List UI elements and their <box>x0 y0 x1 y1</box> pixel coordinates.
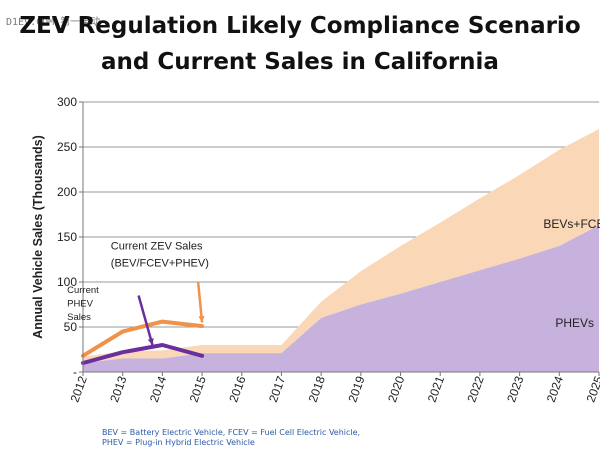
y-tick-label: 300 <box>57 95 77 109</box>
x-tick-label: 2021 <box>425 374 447 404</box>
current-phev-sales-arrow <box>137 295 154 346</box>
current-phev-sales-label-2: PHEV <box>67 298 94 309</box>
phev-area <box>83 225 599 372</box>
x-tick-label: 2025 <box>584 374 600 404</box>
lines <box>81 281 205 365</box>
y-tick-label: 200 <box>57 185 77 199</box>
current-zev-sales-label-2: (BEV/FCEV+PHEV) <box>111 258 209 270</box>
x-tick-label: 2015 <box>187 374 209 404</box>
y-tick-label: 50 <box>64 320 78 334</box>
chart-title-line-2: and Current Sales in California <box>101 49 499 75</box>
footnote-line-1: BEV = Battery Electric Vehicle, FCEV = F… <box>102 428 361 437</box>
y-tick-label: 100 <box>57 275 77 289</box>
x-tick-label: 2020 <box>385 374 407 404</box>
x-tick-label: 2022 <box>464 374 486 404</box>
bev-fcev-area-label: BEVs+FCEVs <box>543 217 600 231</box>
areas <box>83 129 599 372</box>
current-zev-sales-line <box>81 319 205 358</box>
x-tick-label: 2014 <box>147 374 169 404</box>
x-tick-label: 2019 <box>345 374 367 404</box>
x-tick-label: 2024 <box>544 374 566 404</box>
x-tick-label: 2013 <box>107 374 129 404</box>
phev-area-label: PHEVs <box>555 316 594 330</box>
footnote: BEV = Battery Electric Vehicle, FCEV = F… <box>102 428 360 448</box>
labels: - 50 100 150 200 250 300 2012 2013 2014 2015 2016 20… <box>31 95 600 404</box>
x-tick-label: 2017 <box>266 374 288 404</box>
y-tick-label: 150 <box>57 230 77 244</box>
current-phev-sales-label-3: Sales <box>67 312 91 323</box>
y-tick-label: 250 <box>57 140 77 154</box>
current-zev-sales-arrow <box>196 281 204 323</box>
axes <box>79 101 600 376</box>
x-tick-label: 2023 <box>504 374 526 404</box>
y-axis-title: Annual Vehicle Sales (Thousands) <box>31 135 45 339</box>
watermark: D1EV.COM 第一电动 <box>6 17 101 28</box>
x-tick-label: 2012 <box>68 374 90 404</box>
current-phev-sales-line <box>81 343 205 365</box>
current-phev-sales-arrow-head <box>147 338 154 345</box>
current-phev-sales-label-1: Current <box>67 285 99 296</box>
x-tick-label: 2018 <box>306 374 328 404</box>
bev-fcev-area <box>83 129 599 363</box>
footnote-line-2: PHEV = Plug-in Hybrid Electric Vehicle <box>102 438 255 447</box>
y-tick-label: - <box>73 365 77 379</box>
current-zev-sales-arrow-head <box>198 315 205 323</box>
chart-title-line-1: ZEV Regulation Likely Compliance Scenari… <box>19 13 581 39</box>
current-zev-sales-label-1: Current ZEV Sales <box>111 241 203 253</box>
x-tick-label: 2016 <box>226 374 248 404</box>
